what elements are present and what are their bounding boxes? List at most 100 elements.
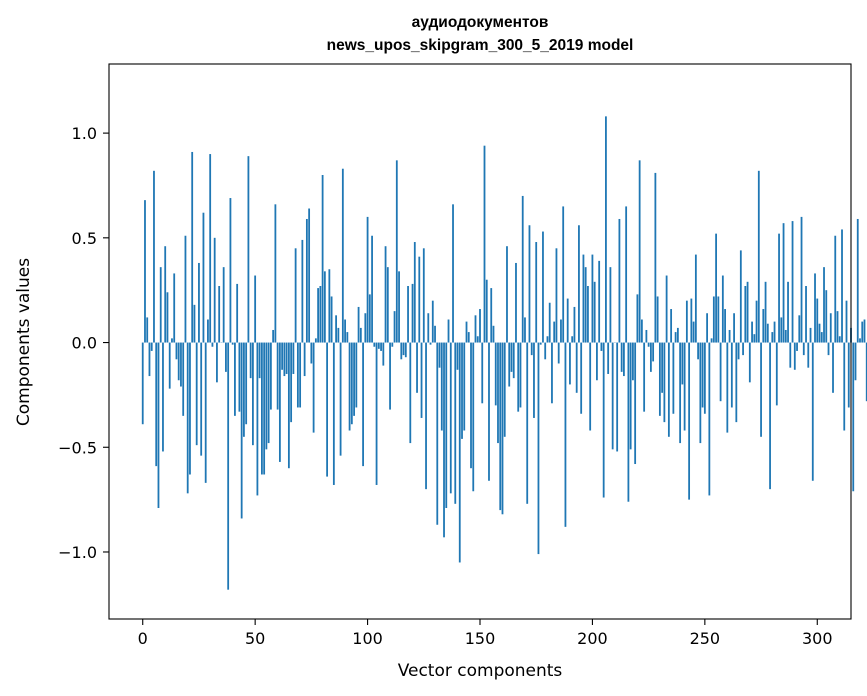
bar-214 xyxy=(623,342,625,377)
bar-25 xyxy=(198,262,200,343)
bar-152 xyxy=(483,145,486,343)
bar-83 xyxy=(328,269,331,343)
bar-310 xyxy=(838,336,841,343)
bar-200 xyxy=(591,254,594,343)
x-tick-label: 0 xyxy=(138,629,148,648)
bar-91 xyxy=(346,332,349,343)
bar-286 xyxy=(784,329,787,343)
bar-54 xyxy=(263,342,266,475)
bar-137 xyxy=(449,342,452,494)
bar-146 xyxy=(470,342,472,469)
bar-110 xyxy=(389,342,391,410)
bar-292 xyxy=(798,315,801,343)
bar-40 xyxy=(231,342,234,345)
bar-260 xyxy=(726,342,729,433)
bar-280 xyxy=(771,332,774,343)
bar-148 xyxy=(474,315,477,343)
bar-154 xyxy=(488,342,490,481)
bar-24 xyxy=(195,342,198,446)
bar-61 xyxy=(278,342,281,462)
bar-62 xyxy=(281,342,284,370)
bar-34 xyxy=(218,286,221,343)
bar-248 xyxy=(699,342,702,444)
bar-259 xyxy=(724,309,726,343)
bar-70 xyxy=(299,342,302,408)
bar-240 xyxy=(681,342,684,385)
bar-215 xyxy=(625,206,628,343)
bar-291 xyxy=(796,342,798,351)
bar-114 xyxy=(398,271,400,343)
bar-90 xyxy=(344,319,346,343)
bar-253 xyxy=(710,338,713,343)
bar-119 xyxy=(409,342,412,444)
bar-99 xyxy=(364,313,367,343)
bar-227 xyxy=(652,342,655,362)
bar-277 xyxy=(764,281,767,343)
y-tick-label: 0.5 xyxy=(72,229,97,248)
bar-160 xyxy=(501,342,504,515)
x-axis-label: Vector components xyxy=(398,661,563,681)
bar-63 xyxy=(283,342,286,377)
y-tick-label: −0.5 xyxy=(58,438,97,457)
bar-205 xyxy=(602,342,605,498)
bar-104 xyxy=(375,342,378,485)
bar-58 xyxy=(272,329,275,343)
bar-93 xyxy=(350,342,353,425)
bar-235 xyxy=(670,309,673,343)
bar-159 xyxy=(499,342,502,511)
bar-180 xyxy=(546,336,549,343)
bar-261 xyxy=(728,329,731,343)
x-axis: 0 50 100 150 200 250 300 xyxy=(138,619,833,648)
bar-30 xyxy=(209,154,212,343)
y-axis: −1.0 −0.5 0.0 0.5 1.0 xyxy=(58,124,109,562)
bar-3 xyxy=(148,342,151,377)
y-tick-label: 1.0 xyxy=(72,124,97,143)
bar-140 xyxy=(456,342,459,370)
y-tick-label: 0.0 xyxy=(72,334,97,353)
bar-263 xyxy=(733,313,735,343)
bar-96 xyxy=(357,306,360,343)
bar-183 xyxy=(553,321,556,343)
x-tick-label: 250 xyxy=(690,629,721,648)
bar-44 xyxy=(240,342,243,519)
bar-217 xyxy=(629,342,632,450)
bar-85 xyxy=(332,342,335,485)
bar-299 xyxy=(814,273,816,343)
bar-268 xyxy=(744,286,747,343)
bar-47 xyxy=(247,156,250,343)
bar-211 xyxy=(616,342,619,452)
bar-278 xyxy=(766,323,769,343)
bar-321 xyxy=(863,319,866,343)
chart-title-line2: news_upos_skipgram_300_5_2019 model xyxy=(327,37,634,54)
bar-9 xyxy=(162,342,164,452)
bar-92 xyxy=(348,342,351,431)
bar-233 xyxy=(665,275,668,343)
bar-105 xyxy=(377,342,380,349)
bar-201 xyxy=(593,281,596,343)
bar-126 xyxy=(425,342,427,490)
bar-113 xyxy=(395,160,398,343)
bar-242 xyxy=(685,300,688,343)
bar-127 xyxy=(427,313,430,343)
bar-300 xyxy=(816,298,819,343)
bar-103 xyxy=(373,342,376,347)
bar-236 xyxy=(672,342,675,414)
bar-293 xyxy=(800,216,803,343)
bar-167 xyxy=(517,342,520,412)
bar-53 xyxy=(261,342,263,475)
bar-218 xyxy=(632,342,634,381)
bar-168 xyxy=(519,342,522,408)
bar-57 xyxy=(269,342,272,410)
bar-149 xyxy=(476,336,479,343)
bar-8 xyxy=(159,267,162,343)
bar-254 xyxy=(712,296,715,343)
bar-7 xyxy=(157,342,160,508)
bar-194 xyxy=(578,225,580,343)
bar-45 xyxy=(243,342,245,437)
bar-247 xyxy=(697,342,699,360)
bar-245 xyxy=(692,321,695,343)
bar-66 xyxy=(290,342,293,423)
bar-59 xyxy=(274,204,277,343)
bar-43 xyxy=(238,342,241,412)
bar-262 xyxy=(730,342,733,408)
